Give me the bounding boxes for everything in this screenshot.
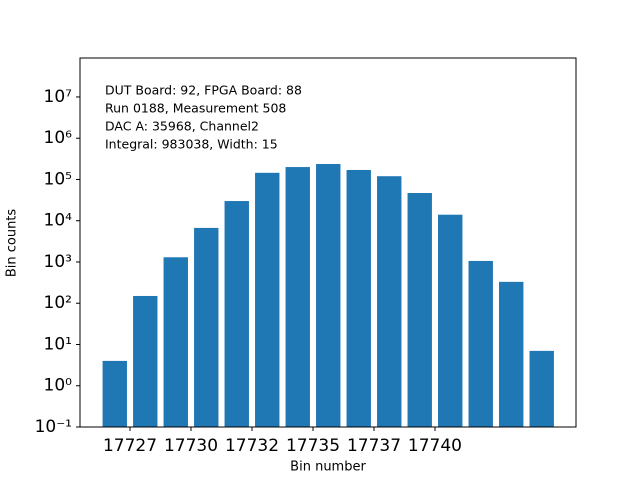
y-tick-label: 10⁵ [44, 169, 72, 189]
y-tick-label: 10³ [44, 252, 72, 272]
x-tick-label: 17730 [164, 436, 218, 456]
y-tick-label: 10¹ [44, 334, 72, 354]
x-axis-label: Bin number [290, 460, 366, 475]
y-tick-label: 10⁻¹ [35, 417, 72, 437]
bar [377, 176, 402, 427]
bar [316, 164, 341, 427]
annotation: DUT Board: 92, FPGA Board: 88 [105, 83, 302, 98]
x-tick-label: 17740 [408, 436, 462, 456]
x-tick-label: 17732 [225, 436, 279, 456]
bar [346, 169, 371, 427]
annotation: Integral: 983038, Width: 15 [105, 137, 278, 152]
bar [468, 260, 493, 427]
plot-frame [79, 57, 577, 428]
bar [255, 172, 280, 427]
bar [133, 295, 158, 427]
x-tick-label: 17737 [347, 436, 401, 456]
y-axis-label: Bin counts [5, 209, 20, 278]
bar [102, 360, 127, 427]
y-tick-label: 10⁴ [44, 211, 73, 231]
bar [224, 201, 249, 427]
y-tick-label: 10⁰ [44, 376, 73, 396]
bar [438, 214, 463, 427]
y-tick-label: 10² [44, 293, 72, 313]
y-tick-label: 10⁶ [44, 128, 73, 148]
annotation: Run 0188, Measurement 508 [105, 101, 286, 116]
bar [285, 167, 310, 428]
annotation: DAC A: 35968, Channel2 [105, 119, 259, 134]
bar [163, 257, 188, 427]
bar [529, 350, 554, 427]
bar [194, 227, 219, 427]
bar [499, 281, 524, 427]
bar [407, 193, 432, 427]
y-tick-label: 10⁷ [44, 87, 73, 107]
x-tick-label: 17735 [286, 436, 340, 456]
x-tick-label: 17727 [103, 436, 157, 456]
